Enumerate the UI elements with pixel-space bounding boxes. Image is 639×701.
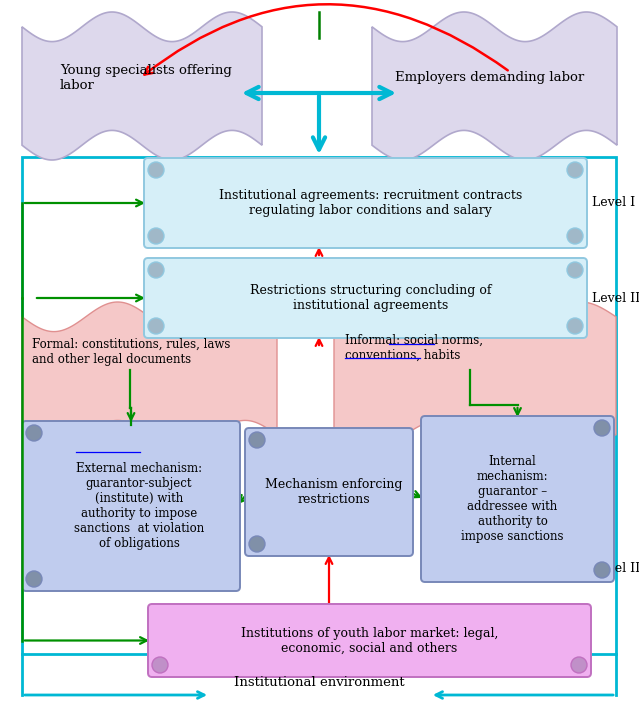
Text: Young specialists offering
labor: Young specialists offering labor: [60, 64, 232, 92]
Text: Level I: Level I: [592, 196, 635, 210]
Text: Institutions of youth labor market: legal,
economic, social and others: Institutions of youth labor market: lega…: [241, 627, 498, 655]
FancyBboxPatch shape: [148, 604, 591, 677]
Polygon shape: [22, 302, 277, 450]
Circle shape: [567, 318, 583, 334]
Text: Level II: Level II: [592, 292, 639, 304]
Circle shape: [594, 562, 610, 578]
Text: Level III: Level III: [592, 562, 639, 575]
Circle shape: [567, 262, 583, 278]
Text: Formal: constitutions, rules, laws
and other legal documents: Formal: constitutions, rules, laws and o…: [32, 338, 231, 366]
Circle shape: [249, 536, 265, 552]
Text: Institutional agreements: recruitment contracts
regulating labor conditions and : Institutional agreements: recruitment co…: [219, 189, 522, 217]
Text: External mechanism:
guarantor-subject
(institute) with
authority to impose
sanct: External mechanism: guarantor-subject (i…: [74, 462, 204, 550]
FancyBboxPatch shape: [421, 416, 614, 582]
Text: Employers demanding labor: Employers demanding labor: [395, 72, 584, 85]
Polygon shape: [334, 302, 616, 450]
Text: Restrictions structuring concluding of
institutional agreements: Restrictions structuring concluding of i…: [250, 284, 491, 312]
Circle shape: [152, 657, 168, 673]
Text: Informal: social norms,
conventions, habits: Informal: social norms, conventions, hab…: [345, 334, 483, 362]
Circle shape: [249, 432, 265, 448]
Circle shape: [567, 228, 583, 244]
Circle shape: [148, 318, 164, 334]
FancyBboxPatch shape: [144, 258, 587, 338]
Circle shape: [148, 262, 164, 278]
Circle shape: [148, 162, 164, 178]
Circle shape: [594, 420, 610, 436]
Circle shape: [148, 228, 164, 244]
Circle shape: [567, 162, 583, 178]
Text: Internal
mechanism:
guarantor –
addressee with
authority to
impose sanctions: Internal mechanism: guarantor – addresse…: [461, 455, 564, 543]
Polygon shape: [22, 12, 262, 160]
Polygon shape: [372, 12, 617, 160]
FancyBboxPatch shape: [245, 428, 413, 556]
Circle shape: [26, 571, 42, 587]
Text: Mechanism enforcing
restrictions: Mechanism enforcing restrictions: [265, 478, 403, 506]
Circle shape: [26, 425, 42, 441]
Text: Institutional environment: Institutional environment: [234, 676, 404, 688]
FancyBboxPatch shape: [22, 421, 240, 591]
Circle shape: [571, 657, 587, 673]
FancyBboxPatch shape: [144, 158, 587, 248]
